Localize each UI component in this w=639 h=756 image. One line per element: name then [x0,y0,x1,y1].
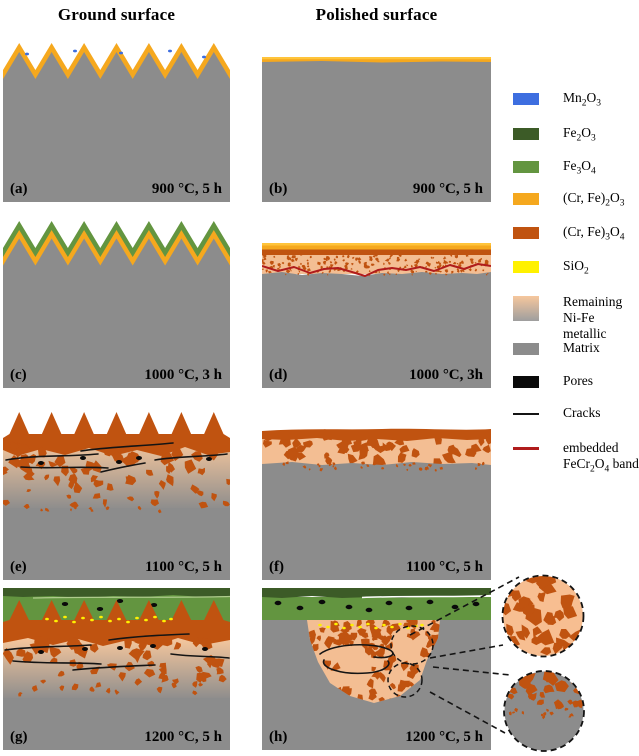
panel-g: (g) 1200 °C, 5 h [3,588,230,750]
panel-c: (c) 1000 °C, 3 h [3,218,230,388]
legend-swatch-crfe3o4 [513,227,539,239]
legend-label-cracks: Cracks [563,405,601,420]
magnified-inset-top-canvas [501,574,585,658]
legend-item-fe2o3: Fe2O3 [506,125,639,145]
magnified-inset-oxide-mixture [498,571,588,661]
panel-d-condition: 1000 °C, 3h [409,367,483,383]
panel-d-label: (d) [269,367,288,383]
panel-h-canvas [262,588,491,750]
panel-f-canvas [262,428,491,580]
panel-a-condition: 900 °C, 5 h [151,181,222,197]
legend-swatch-sio2 [513,261,539,273]
legend-label-nife: Remaining Ni-Fe metallic [563,294,623,342]
panel-a: (a) 900 °C, 5 h [3,40,230,202]
panel-f-condition: 1100 °C, 5 h [406,559,483,575]
legend-swatch-mn2o3 [513,93,539,105]
legend-item-nife: Remaining Ni-Fe metallic [506,294,639,343]
legend-label-fe3o4: Fe3O4 [563,158,596,177]
panel-b-condition: 900 °C, 5 h [412,181,483,197]
panel-g-canvas [3,588,230,750]
legend-item-matrix: Matrix [506,340,639,356]
legend-label-fecr2o4: embedded FeCr2O4 band [563,440,639,475]
legend-item-pores: Pores [506,373,639,389]
panel-e-condition: 1100 °C, 5 h [145,559,222,575]
legend-swatch-cracks [513,413,539,415]
panel-c-condition: 1000 °C, 3 h [144,367,222,383]
panel-c-label: (c) [10,367,27,383]
panel-g-condition: 1200 °C, 5 h [144,729,222,745]
panel-f-label: (f) [269,559,284,575]
column-header-polished: Polished surface [315,5,438,24]
legend-item-crfe3o4: (Cr, Fe)3O4 [506,224,639,244]
panel-b-label: (b) [269,181,288,197]
panel-a-label: (a) [10,181,28,197]
panel-f: (f) 1100 °C, 5 h [262,425,491,580]
legend-swatch-matrix [513,343,539,355]
legend-label-sio2: SiO2 [563,258,589,277]
legend-swatch-pores [513,376,539,388]
panel-h-condition: 1200 °C, 5 h [405,729,483,745]
legend-label-crfe3o4: (Cr, Fe)3O4 [563,224,625,243]
panel-d: (d) 1000 °C, 3h [262,243,491,388]
legend-item-sio2: SiO2 [506,258,639,278]
panel-h: (h) 1200 °C, 5 h [262,588,491,750]
panel-c-canvas [3,221,230,388]
legend: Mn2O3 Fe2O3 Fe3O4 (Cr, Fe)2O3 (Cr, Fe)3O… [506,0,639,520]
legend-swatch-fe2o3 [513,128,539,140]
legend-swatch-nife [513,296,539,321]
panel-g-label: (g) [10,729,28,745]
panel-d-canvas [262,243,491,388]
legend-label-pores: Pores [563,373,593,388]
legend-item-cracks: Cracks [506,405,639,421]
panel-h-label: (h) [269,729,288,745]
panel-e: (e) 1100 °C, 5 h [3,410,230,580]
legend-label-matrix: Matrix [563,340,600,355]
legend-item-crfe2o3: (Cr, Fe)2O3 [506,190,639,210]
panel-b-canvas [262,57,491,202]
magnified-inset-oxidation-front [500,667,588,755]
legend-item-fecr2o4: embedded FeCr2O4 band [506,440,639,476]
legend-item-fe3o4: Fe3O4 [506,158,639,178]
legend-item-mn2o3: Mn2O3 [506,90,639,110]
panel-a-canvas [3,43,230,202]
panel-e-label: (e) [10,559,27,575]
column-header-ground: Ground surface [57,5,176,24]
legend-label-fe2o3: Fe2O3 [563,125,596,144]
legend-swatch-fecr2o4 [513,447,539,450]
legend-swatch-fe3o4 [513,161,539,173]
legend-label-mn2o3: Mn2O3 [563,90,602,109]
legend-swatch-crfe2o3 [513,193,539,205]
legend-label-crfe2o3: (Cr, Fe)2O3 [563,190,625,209]
panel-b: (b) 900 °C, 5 h [262,57,491,202]
magnified-inset-bottom-canvas [503,670,585,752]
panel-e-canvas [3,412,230,580]
